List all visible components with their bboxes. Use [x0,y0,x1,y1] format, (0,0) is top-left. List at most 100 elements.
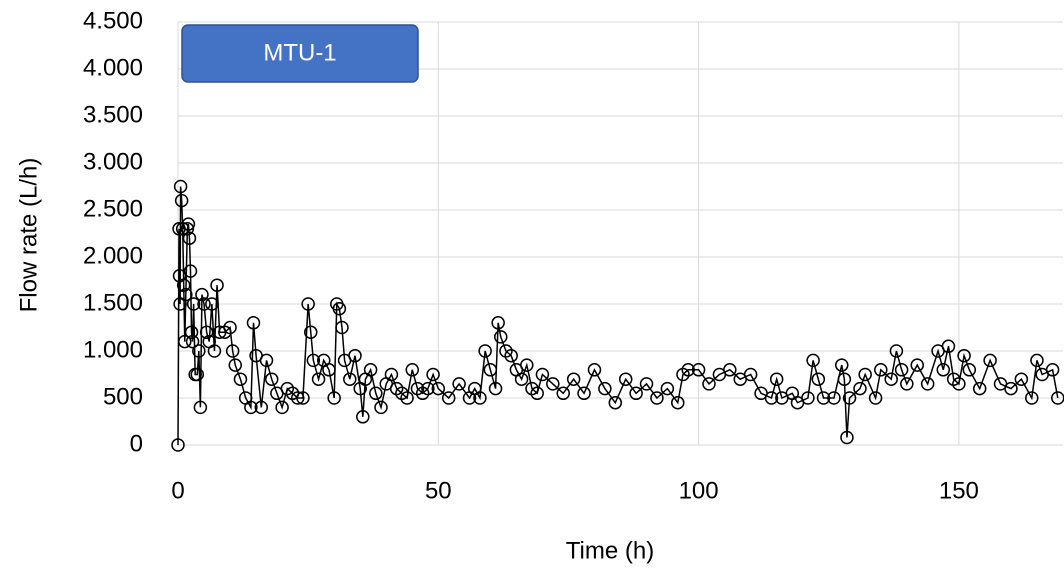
data-point [184,325,199,339]
data-point [894,363,909,377]
y-axis-label: Flow rate (L/h) [15,158,42,313]
data-point [199,325,214,339]
data-point [228,358,243,372]
data-point [957,348,971,363]
data-point [491,316,505,330]
data-point [504,348,518,363]
data-point [254,400,269,415]
data-point [192,344,206,358]
data-point [884,372,898,386]
data-point [598,381,612,396]
data-point [535,367,550,382]
data-point [210,278,224,292]
y-tick-label: 4.000 [83,54,143,81]
data-point [186,297,201,311]
data-point [244,400,258,415]
data-point [681,363,695,377]
data-point [174,193,189,208]
data-point [743,367,758,382]
data-point [494,330,508,344]
y-tick-label: 1.500 [83,289,143,316]
data-point [405,363,420,377]
data-point [290,391,305,405]
data-point [185,334,200,349]
data-point [327,391,341,405]
data-point [426,367,440,382]
data-point [853,381,867,396]
data-point [335,320,349,335]
data-point [296,391,310,405]
data-point [180,222,195,236]
data-point [246,316,261,330]
data-point [343,372,357,386]
data-point [275,400,289,415]
data-point [972,381,987,396]
data-point [840,430,854,445]
data-point [962,363,977,377]
data-point [304,325,318,339]
y-tick-label: 2.500 [83,195,143,222]
data-point [764,391,779,405]
data-point [1045,363,1060,377]
data-point [173,179,188,194]
data-point [874,363,888,377]
data-line [177,186,1059,446]
data-point [868,391,883,405]
data-point [363,363,378,377]
data-point [835,358,849,372]
data-point [400,391,414,405]
data-point [629,386,643,401]
data-point [837,372,852,386]
data-point [207,344,222,358]
data-point [332,301,347,316]
data-point [441,391,456,405]
data-point [702,377,716,391]
annotation: MTU-1 [263,39,336,66]
data-point [691,363,706,377]
y-tick-label: 2.000 [83,242,143,269]
data-point [233,372,248,386]
data-point [941,339,956,354]
y-tick-label: 4.500 [83,7,143,34]
data-point [483,363,498,377]
data-point [639,377,654,391]
data-point [193,400,208,415]
data-point [1004,381,1018,396]
data-point [384,367,399,382]
data-point [306,353,321,368]
data-point [190,367,205,382]
data-point [827,391,841,405]
data-point [801,391,815,405]
data-point [452,377,466,391]
data-point [171,438,185,452]
x-axis-label: Time (h) [566,537,654,564]
data-point [322,363,336,377]
data-point [264,372,279,386]
data-point [356,410,370,424]
data-point [769,372,784,386]
data-point [374,400,388,415]
data-point [421,381,435,396]
data-point [910,358,924,372]
data-point [197,297,211,311]
x-tick-label: 100 [679,477,719,504]
data-point [900,377,914,391]
data-point [225,344,240,358]
data-point [920,377,935,391]
data-point [723,363,737,377]
data-point [816,391,831,405]
data-point [195,287,209,302]
data-point [806,353,820,368]
data-point [556,386,570,401]
data-point [205,297,219,311]
data-point [889,344,904,358]
data-point [182,231,197,245]
data-point [181,217,196,231]
data-point [660,381,675,396]
data-point [348,348,362,363]
data-point [650,391,664,405]
data-point [983,353,997,368]
data-point [259,353,274,368]
data-point [587,363,602,377]
